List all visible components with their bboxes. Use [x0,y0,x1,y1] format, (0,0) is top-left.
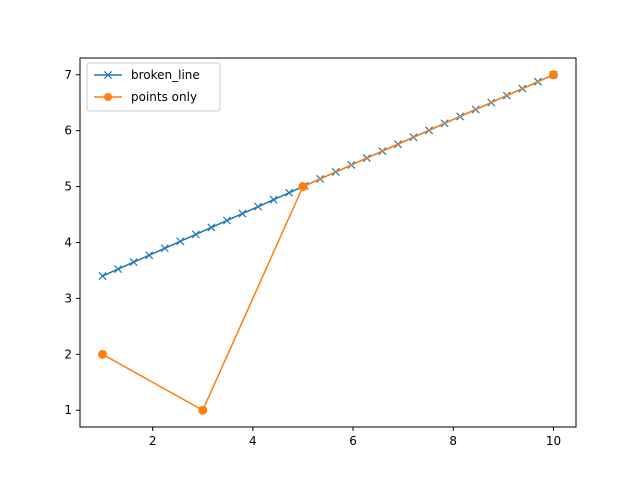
data-point [285,188,294,197]
x-tick-label: 4 [249,434,257,448]
y-tick-label: 7 [64,68,72,82]
legend-marker [104,93,112,101]
x-tick-label: 6 [349,434,357,448]
data-point [145,251,154,260]
legend-item-1: points only [94,90,197,104]
data-point [269,195,278,204]
data-point [222,216,231,225]
y-tick-label: 5 [64,180,72,194]
data-point [198,405,208,415]
y-tick-label: 4 [64,236,72,250]
data-point [98,349,108,359]
data-point [207,223,216,232]
legend-item-0: broken_line [94,68,200,82]
x-tick-label: 10 [546,434,561,448]
data-point [254,202,263,211]
data-point [98,272,107,281]
x-tick-label: 2 [149,434,157,448]
plot-area [80,58,576,427]
x-tick-label: 8 [449,434,457,448]
data-point [160,244,169,253]
data-point [176,237,185,246]
data-point [114,265,123,274]
legend-label: broken_line [131,68,200,82]
series-line [101,73,555,411]
y-tick-label: 2 [64,347,72,361]
data-point [238,209,247,218]
legend-marker [103,70,113,80]
y-tick-label: 1 [64,403,72,417]
data-point [548,70,558,80]
data-point [129,258,138,267]
series-layer [98,70,558,415]
y-tick-label: 3 [64,291,72,305]
data-point [191,230,200,239]
y-tick-label: 6 [64,124,72,138]
plot-background [80,58,576,427]
series-1 [98,70,558,415]
legend-label: points only [131,90,197,104]
data-point [298,182,308,192]
